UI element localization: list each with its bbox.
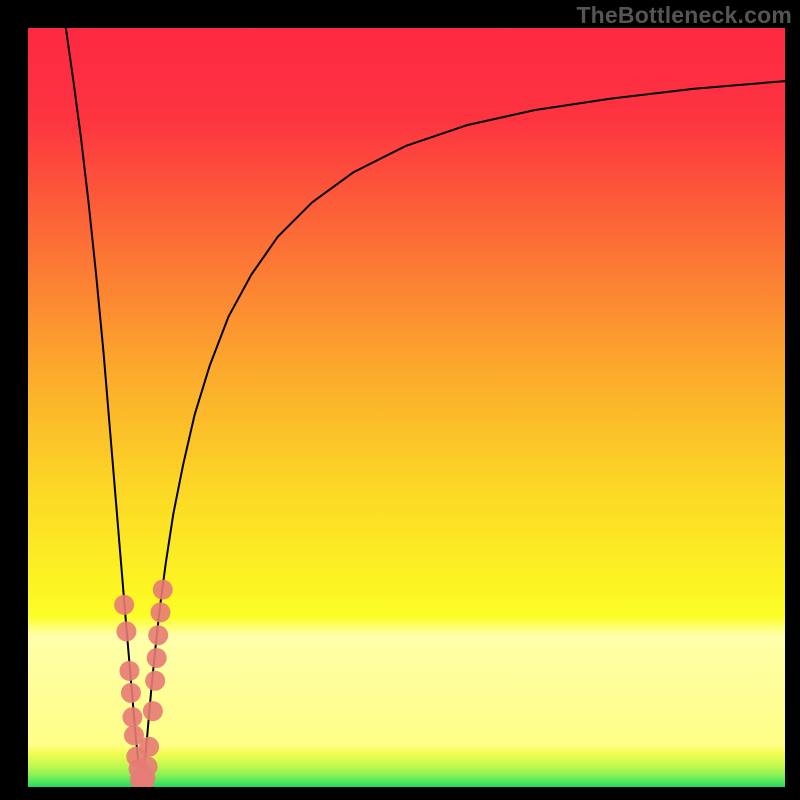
scatter-point bbox=[145, 671, 165, 691]
watermark-text: TheBottleneck.com bbox=[576, 2, 792, 29]
gradient-background bbox=[28, 28, 785, 787]
scatter-point bbox=[122, 707, 142, 727]
scatter-point bbox=[148, 625, 168, 645]
chart-stage: TheBottleneck.com bbox=[0, 0, 800, 800]
scatter-point bbox=[114, 595, 134, 615]
scatter-point bbox=[138, 757, 158, 777]
scatter-point bbox=[153, 580, 173, 600]
chart-svg bbox=[28, 28, 785, 787]
plot-area bbox=[28, 28, 785, 787]
scatter-point bbox=[147, 648, 167, 668]
scatter-point bbox=[116, 621, 136, 641]
scatter-point bbox=[139, 737, 159, 757]
scatter-point bbox=[150, 602, 170, 622]
scatter-point bbox=[143, 701, 163, 721]
scatter-point bbox=[121, 683, 141, 703]
scatter-point bbox=[119, 661, 139, 681]
